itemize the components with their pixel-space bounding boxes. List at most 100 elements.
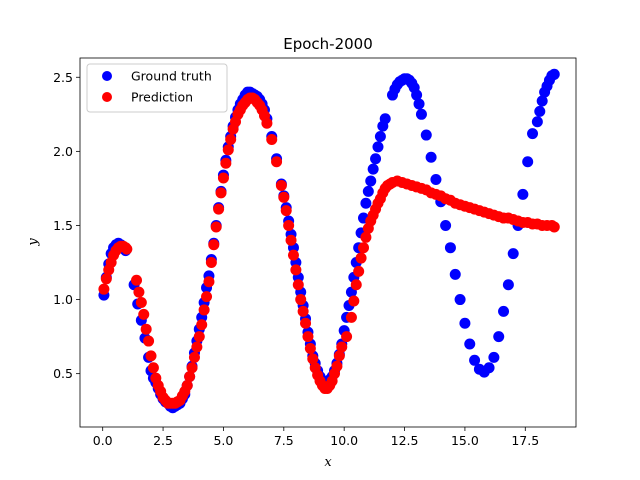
- legend: Ground truth Prediction: [86, 63, 228, 113]
- data-point-prediction: [292, 279, 304, 291]
- data-point-prediction: [275, 179, 287, 191]
- data-point-prediction: [358, 242, 369, 254]
- data-point-ground-truth: [362, 185, 374, 197]
- data-point-prediction: [548, 221, 560, 233]
- data-point-prediction: [147, 362, 159, 374]
- x-tick-label: 10.0: [330, 433, 358, 448]
- data-point-ground-truth: [413, 98, 425, 110]
- data-point-prediction: [355, 252, 367, 264]
- data-point-prediction: [222, 144, 234, 156]
- data-point-prediction: [280, 205, 292, 217]
- legend-label-prediction: Prediction: [131, 90, 193, 105]
- data-point-ground-truth: [459, 317, 471, 329]
- legend-marker-ground-truth: [102, 71, 112, 81]
- data-point-prediction: [217, 172, 229, 184]
- data-point-ground-truth: [522, 156, 534, 168]
- data-point-prediction: [261, 117, 273, 129]
- data-point-prediction: [341, 331, 353, 343]
- data-point-prediction: [196, 319, 208, 331]
- x-axis-label: x: [324, 455, 332, 470]
- data-point-prediction: [295, 294, 307, 306]
- data-point-prediction: [215, 187, 227, 199]
- x-tick-label: 7.5: [274, 433, 294, 448]
- data-point-prediction: [333, 350, 345, 362]
- data-point-ground-truth: [483, 362, 495, 374]
- data-point-prediction: [121, 243, 133, 255]
- data-point-prediction: [304, 342, 316, 354]
- data-point-prediction: [336, 341, 348, 353]
- chart-title: Epoch-2000: [283, 35, 373, 53]
- data-point-prediction: [283, 219, 295, 231]
- data-point-ground-truth: [517, 188, 529, 200]
- y-tick-label: 1.0: [53, 292, 73, 307]
- data-point-ground-truth: [493, 331, 505, 343]
- data-point-prediction: [184, 371, 196, 383]
- data-point-prediction: [350, 279, 362, 291]
- data-point-prediction: [278, 191, 290, 203]
- data-point-prediction: [287, 249, 299, 261]
- data-point-prediction: [300, 317, 312, 329]
- axes-frame: [79, 57, 577, 428]
- data-point-prediction: [133, 286, 145, 298]
- x-axis: 0.0 2.5 5.0 7.5 10.0 12.5 15.0 17.5: [93, 427, 539, 448]
- data-point-prediction: [266, 134, 278, 146]
- y-tick-label: 0.5: [53, 366, 73, 381]
- data-point-ground-truth: [548, 68, 560, 80]
- data-point-prediction: [307, 353, 319, 365]
- data-point-prediction: [208, 239, 220, 251]
- data-point-prediction: [225, 134, 237, 146]
- x-tick-label: 12.5: [391, 433, 419, 448]
- data-point-ground-truth: [454, 294, 466, 306]
- data-point-prediction: [138, 308, 150, 320]
- data-point-ground-truth: [534, 105, 546, 117]
- data-point-prediction: [297, 305, 309, 317]
- data-point-ground-truth: [360, 197, 372, 209]
- data-point-ground-truth: [440, 219, 452, 231]
- y-tick-label: 1.5: [53, 218, 73, 233]
- x-tick-label: 15.0: [451, 433, 479, 448]
- data-point-prediction: [188, 351, 200, 363]
- data-point-ground-truth: [449, 268, 461, 280]
- data-point-prediction: [285, 234, 297, 246]
- data-point-prediction: [98, 283, 110, 295]
- data-point-prediction: [353, 265, 365, 277]
- legend-label-ground-truth: Ground truth: [131, 69, 212, 84]
- data-point-prediction: [205, 257, 217, 269]
- series-prediction: [98, 92, 560, 409]
- data-point-prediction: [210, 221, 222, 233]
- data-point-ground-truth: [430, 174, 442, 186]
- data-point-ground-truth: [536, 95, 548, 107]
- data-point-ground-truth: [531, 116, 543, 128]
- data-point-ground-truth: [444, 242, 456, 254]
- data-point-prediction: [100, 273, 112, 285]
- data-point-prediction: [135, 297, 147, 309]
- data-point-prediction: [302, 331, 314, 343]
- data-point-ground-truth: [507, 248, 519, 260]
- data-point-prediction: [220, 157, 232, 169]
- data-point-ground-truth: [370, 153, 382, 165]
- data-point-prediction: [186, 362, 198, 374]
- legend-marker-prediction: [102, 92, 112, 102]
- x-tick-label: 0.0: [93, 433, 113, 448]
- data-point-prediction: [201, 291, 213, 303]
- data-point-prediction: [145, 350, 157, 362]
- data-point-prediction: [331, 360, 343, 372]
- y-tick-label: 2.5: [53, 70, 73, 85]
- data-point-prediction: [181, 380, 193, 392]
- data-point-ground-truth: [488, 351, 500, 363]
- data-point-ground-truth: [464, 338, 476, 350]
- data-point-ground-truth: [365, 175, 377, 187]
- data-point-ground-truth: [469, 354, 481, 366]
- data-point-prediction: [191, 341, 203, 353]
- data-point-ground-truth: [374, 131, 386, 143]
- data-point-ground-truth: [527, 128, 539, 140]
- data-point-prediction: [290, 264, 302, 276]
- data-point-ground-truth: [379, 113, 391, 125]
- data-point-ground-truth: [502, 279, 514, 291]
- data-point-prediction: [213, 203, 225, 215]
- x-tick-label: 17.5: [511, 433, 539, 448]
- data-point-prediction: [193, 331, 205, 343]
- data-point-prediction: [203, 276, 215, 288]
- data-point-prediction: [198, 304, 210, 316]
